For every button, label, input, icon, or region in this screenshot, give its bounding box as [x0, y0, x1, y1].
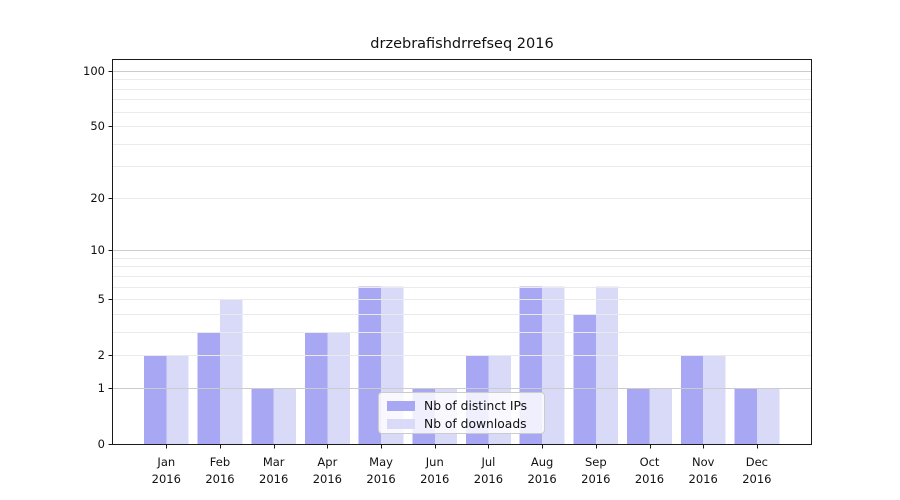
x-tick-label-apr: Apr 2016: [313, 455, 342, 486]
y-tick-label-100: 100: [83, 64, 105, 78]
legend-label-distinct-ips: Nb of distinct IPs: [424, 399, 528, 413]
x-tick-label-jun: Jun 2016: [420, 455, 449, 486]
bar-downloads-sep: [595, 286, 619, 444]
bar-distinct-ips-dec: [734, 387, 757, 444]
y-tick-label-50: 50: [90, 119, 105, 133]
bar-downloads-dec: [756, 387, 780, 444]
x-tick-label-jan: Jan 2016: [152, 455, 181, 486]
y-tick-label-0: 0: [98, 437, 105, 451]
chart-title: drzebrafishdrrefseq 2016: [370, 36, 554, 52]
y-tick-label-10: 10: [90, 243, 105, 257]
x-tick-label-oct: Oct 2016: [635, 455, 664, 486]
legend: Nb of distinct IPs Nb of downloads: [378, 392, 545, 434]
bar-distinct-ips-feb: [197, 331, 220, 444]
legend-swatch-distinct-ips: [387, 401, 415, 411]
plot-border: [111, 58, 813, 446]
bar-distinct-ips-oct: [627, 387, 650, 444]
x-tick-label-dec: Dec 2016: [742, 455, 771, 486]
y-tick-label-1: 1: [98, 381, 105, 395]
bar-downloads-apr: [327, 331, 350, 444]
bar-downloads-mar: [273, 387, 297, 444]
legend-item-downloads: Nb of downloads: [379, 416, 544, 432]
x-tick-label-jul: Jul 2016: [474, 455, 503, 486]
y-tick-label-5: 5: [98, 292, 105, 306]
legend-label-downloads: Nb of downloads: [424, 417, 527, 431]
bar-downloads-oct: [649, 387, 672, 444]
legend-item-distinct-ips: Nb of distinct IPs: [379, 398, 544, 414]
legend-swatch-downloads: [387, 419, 415, 429]
x-tick-label-sep: Sep 2016: [581, 455, 610, 486]
bar-distinct-ips-jan: [143, 355, 167, 444]
bar-distinct-ips-apr: [304, 331, 328, 444]
y-tick-label-2: 2: [98, 348, 105, 362]
x-tick-label-mar: Mar 2016: [259, 455, 288, 486]
x-tick-label-may: May 2016: [366, 455, 395, 486]
bar-downloads-jan: [166, 355, 189, 444]
bar-downloads-aug: [542, 286, 565, 444]
bar-distinct-ips-sep: [573, 313, 596, 444]
bar-distinct-ips-mar: [251, 387, 274, 444]
bar-distinct-ips-may: [358, 286, 382, 444]
x-tick-label-nov: Nov 2016: [689, 455, 718, 486]
bar-downloads-feb: [219, 299, 243, 444]
bar-downloads-nov: [703, 355, 726, 444]
bar-distinct-ips-nov: [680, 355, 704, 444]
x-tick-label-aug: Aug 2016: [527, 455, 556, 486]
y-tick-label-20: 20: [90, 191, 105, 205]
x-tick-label-feb: Feb 2016: [205, 455, 234, 486]
